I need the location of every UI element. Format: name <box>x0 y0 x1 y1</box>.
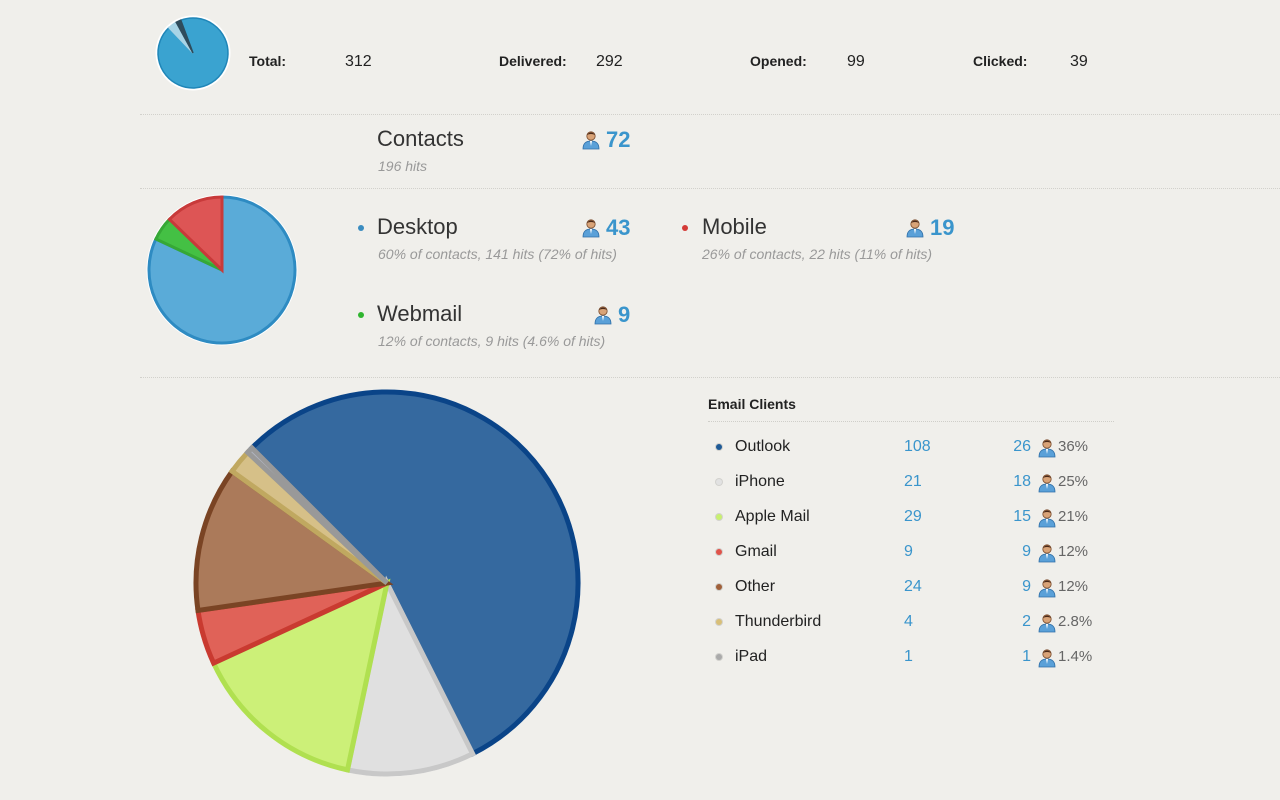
clicked-label: Clicked: <box>973 53 1028 69</box>
legend-dot <box>716 654 722 660</box>
person-icon <box>1038 508 1056 528</box>
client-hits: 29 <box>904 508 922 525</box>
opened-value: 99 <box>847 53 865 70</box>
contacts-count-value: 72 <box>606 127 631 152</box>
clicked-value: 39 <box>1070 53 1088 70</box>
legend-dot <box>682 225 688 231</box>
device-name: Mobile <box>702 214 767 239</box>
device-detail: 26% of contacts, 22 hits (11% of hits) <box>702 246 933 262</box>
delivery-pie-chart <box>155 15 231 91</box>
opened-label: Opened: <box>750 53 807 69</box>
divider <box>140 114 1280 115</box>
device-count: 19 <box>906 215 954 241</box>
client-contacts: 26 <box>1013 438 1031 455</box>
client-contacts: 9 <box>1022 543 1031 560</box>
device-count-value: 43 <box>606 215 631 240</box>
device-pie-chart <box>146 194 298 346</box>
client-percent: 25% <box>1058 473 1089 490</box>
email-client-row: Thunderbird 4 2 2.8% <box>716 613 1116 633</box>
device-name: Desktop <box>377 214 458 239</box>
contacts-count: 72 <box>582 127 630 153</box>
person-icon <box>582 218 600 238</box>
client-name: Gmail <box>735 543 777 560</box>
contacts-title: Contacts <box>377 126 464 151</box>
email-client-row: Apple Mail 29 15 21% <box>716 508 1116 528</box>
divider <box>140 188 1280 189</box>
client-percent: 1.4% <box>1058 648 1093 665</box>
client-hits: 9 <box>904 543 913 560</box>
client-name: Other <box>735 578 776 595</box>
client-hits: 21 <box>904 473 922 490</box>
person-icon <box>1038 613 1056 633</box>
client-hits: 4 <box>904 613 913 630</box>
pie-slice-ipad <box>244 444 389 585</box>
email-clients-title: Email Clients <box>708 396 796 412</box>
person-icon <box>1038 578 1056 598</box>
client-percent: 36% <box>1058 438 1089 455</box>
client-percent: 12% <box>1058 578 1089 595</box>
client-percent: 12% <box>1058 543 1089 560</box>
client-name: Outlook <box>735 438 791 455</box>
legend-dot <box>716 549 722 555</box>
delivered-label: Delivered: <box>499 53 567 69</box>
device-name: Webmail <box>377 301 463 326</box>
legend-dot <box>716 444 722 450</box>
legend-dot <box>358 225 364 231</box>
legend-dot <box>716 514 722 520</box>
client-name: Thunderbird <box>735 613 822 630</box>
email-client-row: iPhone 21 18 25% <box>716 473 1116 493</box>
person-icon <box>1038 648 1056 668</box>
client-hits: 108 <box>904 438 931 455</box>
contacts-hits: 196 hits <box>378 158 428 174</box>
device-detail: 12% of contacts, 9 hits (4.6% of hits) <box>378 333 606 349</box>
email-client-row: iPad 1 1 1.4% <box>716 648 1116 668</box>
person-icon <box>1038 473 1056 493</box>
person-icon <box>594 305 612 325</box>
person-icon <box>906 218 924 238</box>
client-contacts: 18 <box>1013 473 1031 490</box>
divider <box>140 377 1280 378</box>
email-client-row: Outlook 108 26 36% <box>716 438 1116 458</box>
pie-slice-other <box>193 467 394 614</box>
person-icon <box>1038 438 1056 458</box>
person-icon <box>582 130 600 150</box>
total-label: Total: <box>249 53 287 69</box>
device-detail: 60% of contacts, 141 hits (72% of hits) <box>378 246 617 262</box>
client-contacts: 2 <box>1022 613 1031 630</box>
client-hits: 1 <box>904 648 913 665</box>
email-clients-pie-chart <box>193 389 581 777</box>
total-value: 312 <box>345 53 372 70</box>
pie-slice-outlook <box>248 389 581 758</box>
person-icon <box>1038 543 1056 563</box>
client-percent: 21% <box>1058 508 1089 525</box>
email-client-row: Other 24 9 12% <box>716 578 1116 598</box>
client-contacts: 9 <box>1022 578 1031 595</box>
client-contacts: 1 <box>1022 648 1031 665</box>
divider <box>708 421 1114 422</box>
client-percent: 2.8% <box>1058 613 1093 630</box>
client-contacts: 15 <box>1013 508 1031 525</box>
device-count-value: 19 <box>930 215 955 240</box>
legend-dot <box>716 479 722 485</box>
device-count: 43 <box>582 215 630 241</box>
delivered-value: 292 <box>596 53 623 70</box>
legend-dot <box>716 619 722 625</box>
pie-slice-apple-mail <box>210 578 391 773</box>
client-name: iPad <box>735 648 768 665</box>
device-count: 9 <box>594 302 630 328</box>
pie-slice-mobile <box>167 195 224 274</box>
email-client-row: Gmail 9 9 12% <box>716 543 1116 563</box>
legend-dot <box>358 312 364 318</box>
device-count-value: 9 <box>618 302 631 327</box>
client-hits: 24 <box>904 578 922 595</box>
pie-slice-bounced <box>175 19 194 54</box>
client-name: Apple Mail <box>735 508 810 525</box>
client-name: iPhone <box>735 473 785 490</box>
legend-dot <box>716 584 722 590</box>
